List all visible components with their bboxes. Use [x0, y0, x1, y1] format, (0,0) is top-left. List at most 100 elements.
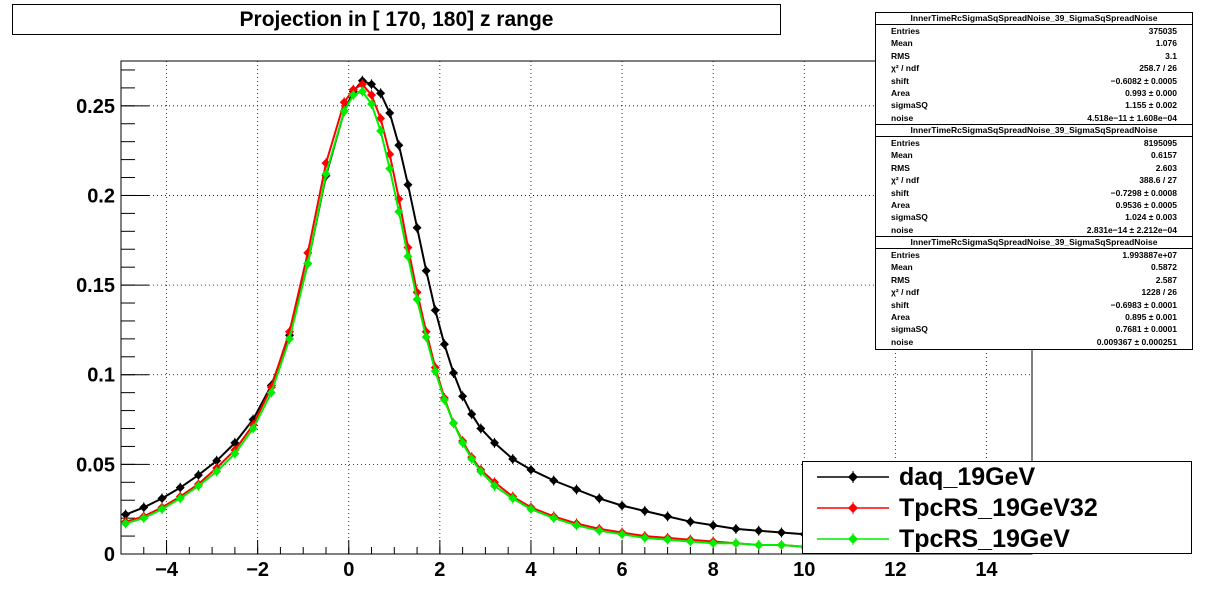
stats-key: Mean	[891, 150, 913, 161]
stats-key: χ² / ndf	[891, 63, 920, 74]
x-tick-label: 8	[708, 559, 719, 581]
stats-key: shift	[891, 187, 909, 198]
data-point	[594, 493, 604, 503]
data-point	[339, 97, 349, 107]
data-point	[394, 207, 404, 217]
data-point	[175, 493, 185, 503]
stats-key: Entries	[891, 138, 920, 148]
legend-marker	[817, 502, 889, 514]
data-point	[193, 470, 203, 480]
data-point	[617, 529, 627, 539]
data-point	[439, 395, 449, 405]
x-tick-label: 14	[975, 559, 998, 581]
data-point	[467, 454, 477, 464]
x-tick-label: 12	[884, 559, 906, 581]
data-point	[572, 484, 581, 494]
data-point	[367, 79, 377, 89]
stats-key: RMS	[891, 50, 910, 61]
data-point	[731, 524, 741, 534]
stats-row: Entries 1.993887e+07	[876, 249, 1192, 261]
data-point	[663, 511, 673, 521]
stats-box: InnerTimeRcSigmaSqSpreadNoise_39_SigmaSq…	[875, 12, 1193, 127]
stats-key: Entries	[891, 250, 920, 260]
stats-row: Area 0.895 ± 0.001	[876, 311, 1192, 323]
stats-row: sigmaSQ 1.024 ± 0.003	[876, 211, 1192, 223]
stats-box: InnerTimeRcSigmaSqSpreadNoise_39_SigmaSq…	[875, 236, 1193, 351]
data-point	[376, 88, 386, 98]
stats-value: 1.993887e+07	[1122, 250, 1177, 260]
data-point	[776, 540, 786, 550]
legend-marker	[817, 471, 889, 483]
data-point	[348, 90, 358, 100]
data-point	[458, 438, 468, 448]
legend-label: daq_19GeV	[899, 463, 1036, 491]
stats-key: noise	[891, 336, 914, 347]
data-point	[490, 438, 500, 448]
data-point	[403, 180, 413, 190]
x-tick-label: 0	[343, 559, 354, 581]
stats-row: χ² / ndf 388.6 / 27	[876, 174, 1192, 186]
stats-row: RMS 2.587	[876, 274, 1192, 286]
data-point	[731, 538, 741, 548]
data-point	[549, 513, 559, 523]
stats-key: shift	[891, 299, 909, 310]
data-point	[212, 467, 222, 477]
stats-key: χ² / ndf	[891, 175, 920, 186]
data-point	[157, 504, 167, 514]
stats-value: 2.603	[1155, 162, 1177, 173]
data-point	[476, 424, 486, 434]
legend: daq_19GeV TpcRS_19GeV32 TpcRS_19GeV	[802, 461, 1192, 554]
data-point	[412, 223, 422, 233]
stats-key: Mean	[891, 262, 913, 273]
stats-key: noise	[891, 112, 914, 123]
stats-key: Entries	[891, 26, 920, 36]
stats-row: Entries 8195095	[876, 137, 1192, 149]
stats-value: −0.6082 ± 0.0005	[1110, 75, 1177, 86]
data-point	[549, 475, 559, 485]
data-point	[685, 536, 695, 546]
stats-value: 0.993 ± 0.000	[1125, 87, 1177, 98]
stats-value: 375035	[1148, 26, 1177, 36]
data-point	[394, 140, 404, 150]
y-tick-label: 0.25	[76, 96, 115, 118]
data-point	[321, 169, 331, 179]
stats-value: 0.895 ± 0.001	[1125, 311, 1177, 322]
stats-row: Area 0.9536 ± 0.0005	[876, 199, 1192, 211]
data-point	[348, 85, 358, 95]
stats-key: shift	[891, 75, 909, 86]
stats-row: χ² / ndf 258.7 / 26	[876, 62, 1192, 74]
stats-key: Mean	[891, 38, 913, 49]
data-point	[412, 294, 422, 304]
chart-title: Projection in [ 170, 180] z range	[12, 4, 781, 35]
stats-box: InnerTimeRcSigmaSqSpreadNoise_39_SigmaSq…	[875, 124, 1193, 239]
data-point	[376, 113, 386, 123]
stats-value: 8195095	[1143, 138, 1177, 148]
legend-entry: TpcRS_19GeV32	[803, 493, 1191, 523]
stats-key: Area	[891, 311, 910, 322]
data-point	[430, 366, 440, 376]
stats-value: 1.076	[1155, 38, 1177, 49]
stats-key: χ² / ndf	[891, 287, 920, 298]
stats-header: InnerTimeRcSigmaSqSpreadNoise_39_SigmaSq…	[876, 237, 1192, 249]
data-point	[357, 79, 367, 89]
stats-row: sigmaSQ 1.155 ± 0.002	[876, 99, 1192, 111]
stats-row: Entries 375035	[876, 25, 1192, 37]
data-point	[139, 502, 149, 512]
stats-row: noise 0.009367 ± 0.000251	[876, 336, 1192, 348]
data-point	[121, 519, 131, 529]
stats-row: Mean 0.6157	[876, 149, 1192, 161]
x-tick-label: −4	[155, 559, 179, 581]
y-tick-label: 0.2	[87, 185, 115, 207]
stats-value: 2.587	[1155, 274, 1177, 285]
data-point	[266, 388, 276, 398]
x-tick-label: 2	[434, 559, 445, 581]
stats-value: 4.518e−11 ± 1.608e−04	[1087, 112, 1177, 123]
legend-label: TpcRS_19GeV32	[899, 494, 1098, 522]
data-point	[449, 418, 459, 428]
stats-row: shift −0.6983 ± 0.0001	[876, 299, 1192, 311]
data-point	[776, 527, 786, 537]
x-tick-label: 10	[793, 559, 815, 581]
stats-key: noise	[891, 224, 914, 235]
data-point	[594, 526, 604, 536]
legend-marker	[817, 533, 889, 545]
